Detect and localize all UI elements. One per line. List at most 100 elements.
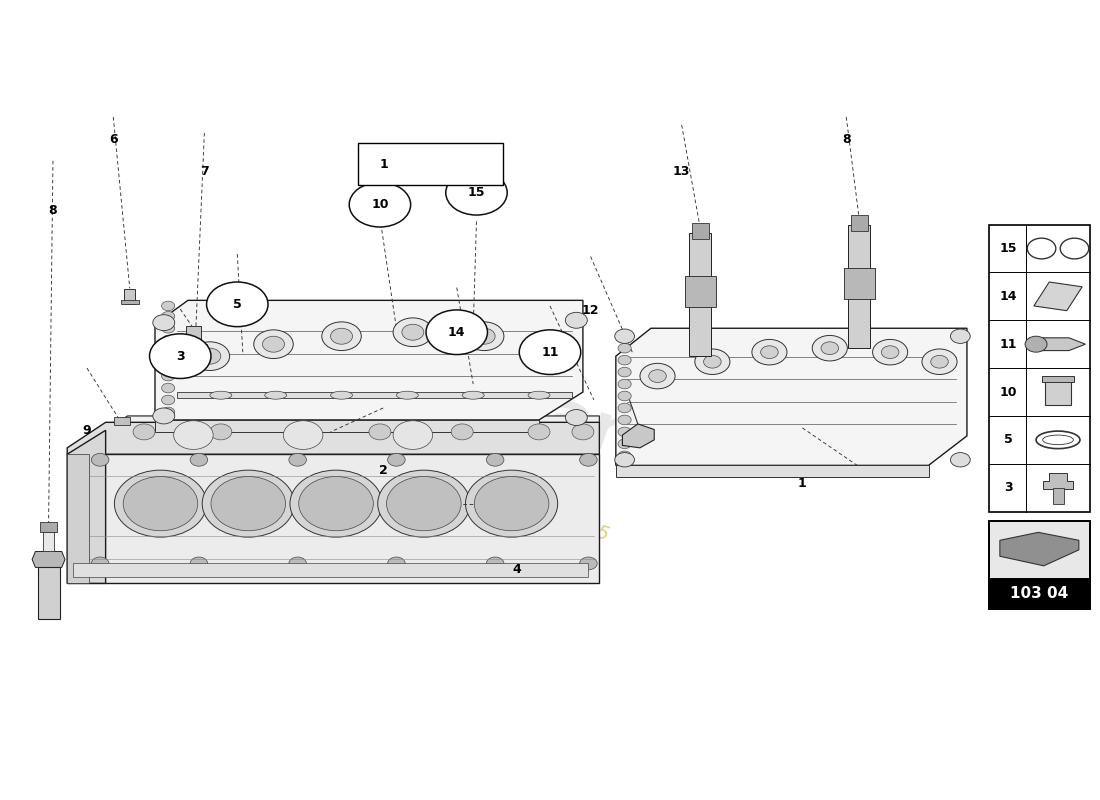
Circle shape	[572, 424, 594, 440]
Ellipse shape	[1036, 431, 1080, 449]
Circle shape	[162, 301, 175, 310]
Text: 4: 4	[513, 562, 521, 575]
Circle shape	[565, 410, 587, 426]
Polygon shape	[1043, 474, 1074, 490]
Circle shape	[618, 439, 631, 449]
Circle shape	[284, 421, 323, 450]
Text: 13: 13	[673, 165, 691, 178]
Circle shape	[618, 427, 631, 437]
Circle shape	[486, 454, 504, 466]
Polygon shape	[616, 328, 967, 466]
Text: 10: 10	[371, 198, 388, 211]
Circle shape	[289, 454, 307, 466]
Circle shape	[377, 470, 470, 537]
Polygon shape	[67, 422, 600, 454]
Ellipse shape	[462, 391, 484, 399]
Circle shape	[649, 370, 667, 382]
Bar	[358, 143, 503, 185]
Text: 8: 8	[842, 133, 850, 146]
Circle shape	[387, 454, 405, 466]
Circle shape	[207, 282, 268, 326]
Text: 5: 5	[233, 298, 242, 311]
Polygon shape	[623, 424, 654, 448]
Circle shape	[263, 336, 285, 352]
Circle shape	[426, 310, 487, 354]
Circle shape	[695, 349, 730, 374]
Bar	[124, 289, 135, 304]
Circle shape	[331, 328, 352, 344]
Polygon shape	[73, 563, 588, 577]
Circle shape	[1060, 238, 1089, 259]
Circle shape	[91, 454, 109, 466]
Text: 1: 1	[798, 478, 806, 490]
Bar	[989, 578, 1090, 609]
Polygon shape	[1034, 282, 1082, 310]
Text: 14: 14	[448, 326, 465, 338]
Polygon shape	[67, 430, 106, 583]
Circle shape	[486, 557, 504, 570]
Ellipse shape	[396, 391, 418, 399]
Ellipse shape	[528, 391, 550, 399]
Circle shape	[872, 339, 908, 365]
Circle shape	[464, 322, 504, 350]
Bar	[989, 521, 1090, 609]
Text: 10: 10	[1000, 386, 1018, 398]
Circle shape	[162, 395, 175, 405]
Polygon shape	[155, 300, 583, 420]
Text: 2: 2	[378, 464, 387, 477]
Text: 3: 3	[176, 350, 185, 362]
Circle shape	[402, 324, 424, 340]
Polygon shape	[32, 551, 65, 567]
Circle shape	[202, 470, 295, 537]
Bar	[114, 417, 130, 425]
Circle shape	[618, 403, 631, 413]
Circle shape	[387, 557, 405, 570]
Circle shape	[615, 453, 635, 467]
Bar	[180, 343, 207, 350]
Circle shape	[812, 335, 847, 361]
Circle shape	[190, 454, 208, 466]
Bar	[1042, 376, 1075, 382]
Bar	[43, 531, 54, 551]
Circle shape	[761, 346, 778, 358]
Ellipse shape	[331, 391, 352, 399]
Bar	[40, 522, 57, 531]
Circle shape	[386, 477, 461, 530]
Circle shape	[1025, 336, 1047, 352]
Circle shape	[162, 347, 175, 357]
Text: 3: 3	[1004, 481, 1013, 494]
Text: 1: 1	[379, 158, 388, 170]
Circle shape	[528, 424, 550, 440]
Circle shape	[580, 454, 597, 466]
Circle shape	[254, 330, 294, 358]
Circle shape	[210, 424, 232, 440]
Polygon shape	[616, 466, 928, 477]
Circle shape	[931, 355, 948, 368]
Polygon shape	[67, 454, 89, 583]
Circle shape	[950, 453, 970, 467]
Circle shape	[162, 335, 175, 345]
Circle shape	[162, 359, 175, 369]
Bar	[685, 276, 716, 306]
Circle shape	[91, 557, 109, 570]
Bar	[692, 223, 710, 239]
Circle shape	[950, 329, 970, 343]
Circle shape	[393, 421, 432, 450]
Text: 11: 11	[1000, 338, 1018, 350]
Text: 7: 7	[200, 165, 209, 178]
Circle shape	[618, 391, 631, 401]
Bar	[989, 521, 1090, 578]
Circle shape	[580, 557, 597, 570]
Circle shape	[162, 371, 175, 381]
Circle shape	[153, 408, 175, 424]
Circle shape	[618, 355, 631, 365]
Circle shape	[114, 470, 207, 537]
Ellipse shape	[1043, 435, 1074, 445]
Bar	[690, 233, 712, 356]
Polygon shape	[95, 416, 600, 448]
Circle shape	[211, 477, 286, 530]
Circle shape	[615, 329, 635, 343]
Circle shape	[150, 334, 211, 378]
Circle shape	[465, 470, 558, 537]
Bar	[186, 326, 201, 350]
